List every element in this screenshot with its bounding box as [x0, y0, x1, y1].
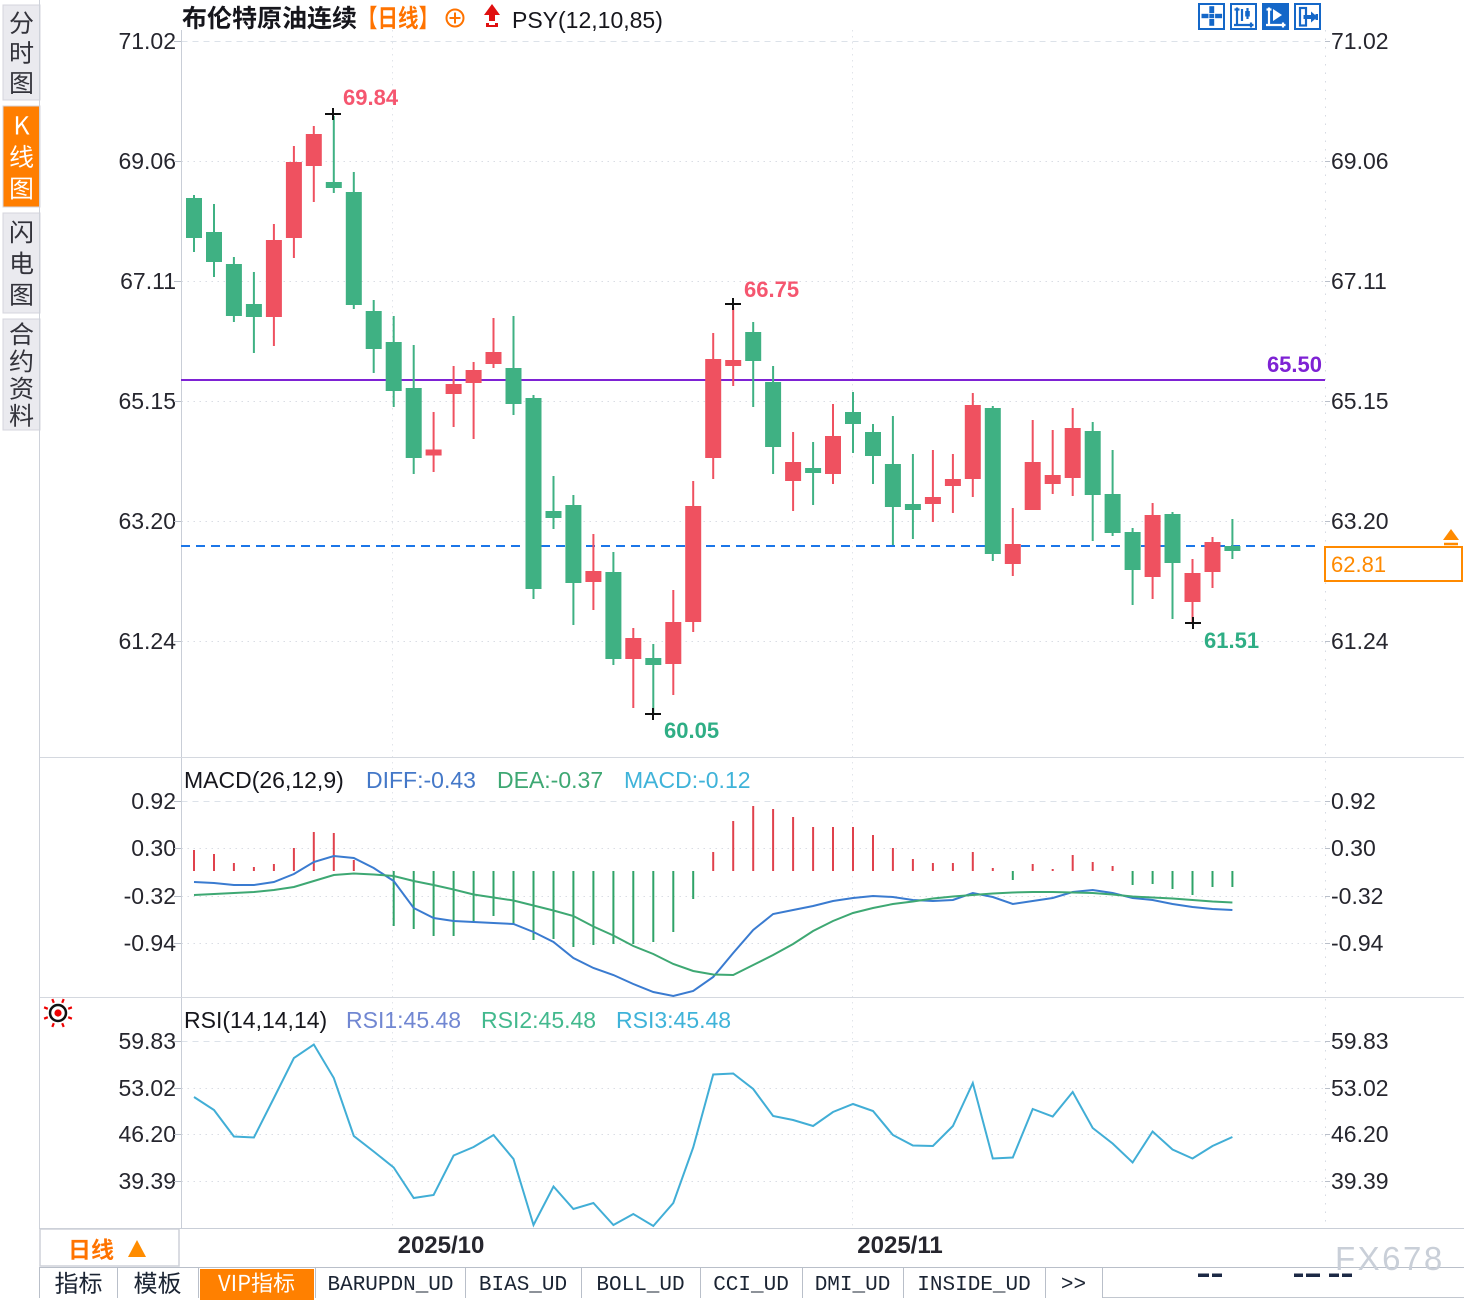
svg-text:PSY(12,10,85): PSY(12,10,85)	[512, 7, 663, 33]
svg-text:39.39: 39.39	[118, 1168, 176, 1194]
svg-text:INSIDE_UD: INSIDE_UD	[917, 1274, 1030, 1297]
svg-text:59.83: 59.83	[1331, 1028, 1389, 1054]
svg-text:>>: >>	[1061, 1274, 1086, 1297]
svg-text:BOLL_UD: BOLL_UD	[596, 1274, 684, 1297]
svg-text:61.24: 61.24	[118, 628, 176, 654]
svg-text:46.20: 46.20	[118, 1121, 176, 1147]
svg-text:71.02: 71.02	[1331, 28, 1389, 54]
svg-text:BIAS_UD: BIAS_UD	[479, 1274, 567, 1297]
svg-text:0.92: 0.92	[1331, 788, 1376, 814]
svg-text:FX678: FX678	[1335, 1240, 1445, 1277]
svg-text:61.51: 61.51	[1204, 628, 1259, 653]
svg-text:RSI3:45.48: RSI3:45.48	[616, 1007, 731, 1033]
svg-text:71.02: 71.02	[118, 28, 176, 54]
svg-text:0.92: 0.92	[131, 788, 176, 814]
svg-text:66.75: 66.75	[744, 277, 799, 302]
svg-text:-0.32: -0.32	[1331, 883, 1383, 909]
svg-text:69.06: 69.06	[1331, 148, 1389, 174]
svg-text:-0.94: -0.94	[124, 930, 177, 956]
svg-text:0.30: 0.30	[131, 835, 176, 861]
svg-text:46.20: 46.20	[1331, 1121, 1389, 1147]
svg-text:59.83: 59.83	[118, 1028, 176, 1054]
svg-text:-0.94: -0.94	[1331, 930, 1384, 956]
svg-text:2025/11: 2025/11	[857, 1232, 942, 1259]
svg-text:63.20: 63.20	[1331, 508, 1389, 534]
svg-text:RSI2:45.48: RSI2:45.48	[481, 1007, 596, 1033]
svg-text:69.06: 69.06	[118, 148, 176, 174]
svg-text:61.24: 61.24	[1331, 628, 1389, 654]
svg-text:67.11: 67.11	[1331, 268, 1387, 294]
svg-text:0.30: 0.30	[1331, 835, 1376, 861]
svg-text:BARUPDN_UD: BARUPDN_UD	[327, 1274, 453, 1297]
svg-text:2025/10: 2025/10	[398, 1232, 485, 1259]
svg-text:39.39: 39.39	[1331, 1168, 1389, 1194]
svg-text:53.02: 53.02	[118, 1075, 176, 1101]
svg-text:DEA:-0.37: DEA:-0.37	[497, 767, 603, 793]
svg-text:69.84: 69.84	[343, 85, 399, 110]
svg-text:MACD(26,12,9): MACD(26,12,9)	[184, 767, 344, 793]
svg-text:RSI(14,14,14): RSI(14,14,14)	[184, 1007, 327, 1033]
svg-text:DIFF:-0.43: DIFF:-0.43	[366, 767, 476, 793]
svg-text:60.05: 60.05	[664, 718, 719, 743]
svg-text:67.11: 67.11	[120, 268, 176, 294]
svg-text:65.50: 65.50	[1267, 352, 1322, 377]
svg-text:63.20: 63.20	[118, 508, 176, 534]
svg-text:RSI1:45.48: RSI1:45.48	[346, 1007, 461, 1033]
svg-text:62.81: 62.81	[1331, 552, 1386, 577]
svg-text:MACD:-0.12: MACD:-0.12	[624, 767, 751, 793]
svg-text:53.02: 53.02	[1331, 1075, 1389, 1101]
svg-text:-0.32: -0.32	[124, 883, 176, 909]
svg-text:65.15: 65.15	[118, 388, 176, 414]
svg-text:65.15: 65.15	[1331, 388, 1389, 414]
svg-text:DMI_UD: DMI_UD	[815, 1274, 891, 1297]
svg-text:CCI_UD: CCI_UD	[713, 1274, 789, 1297]
